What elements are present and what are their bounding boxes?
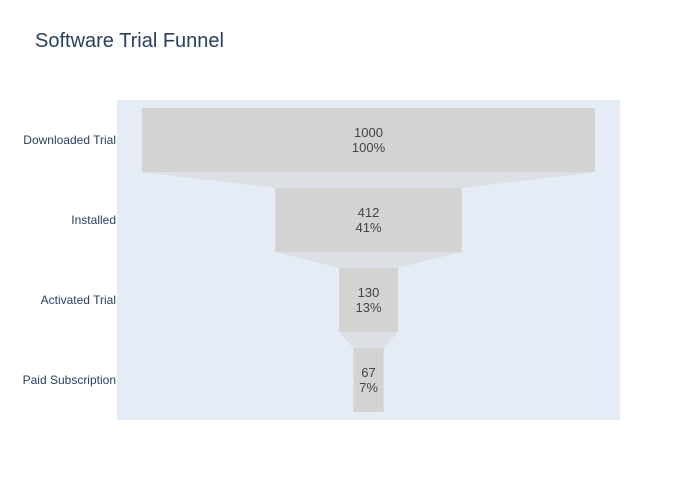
bar-percent-label: 41% <box>355 220 381 235</box>
funnel-bars <box>142 108 595 412</box>
funnel-connector <box>142 172 595 188</box>
funnel-connector <box>275 252 462 268</box>
bar-percent-label: 13% <box>355 300 381 315</box>
stage-label: Downloaded Trial <box>23 133 116 147</box>
funnel-bar <box>142 108 595 172</box>
bar-value-label: 67 <box>361 365 375 380</box>
funnel-bar <box>339 268 398 332</box>
stage-label: Installed <box>71 213 116 227</box>
bar-value-label: 130 <box>358 285 380 300</box>
funnel-stage-labels: Downloaded Trial Installed Activated Trial… <box>23 133 116 387</box>
stage-label: Activated Trial <box>41 293 116 307</box>
bar-value-label: 412 <box>358 205 380 220</box>
bar-percent-label: 7% <box>359 380 378 395</box>
funnel-bar <box>353 348 384 412</box>
bar-percent-label: 100% <box>352 140 386 155</box>
bar-value-label: 1000 <box>354 125 383 140</box>
stage-label: Paid Subscription <box>23 373 116 387</box>
chart-title: Software Trial Funnel <box>35 30 224 52</box>
funnel-bar <box>275 188 462 252</box>
funnel-connectors <box>142 172 595 348</box>
funnel-connector <box>339 332 398 348</box>
